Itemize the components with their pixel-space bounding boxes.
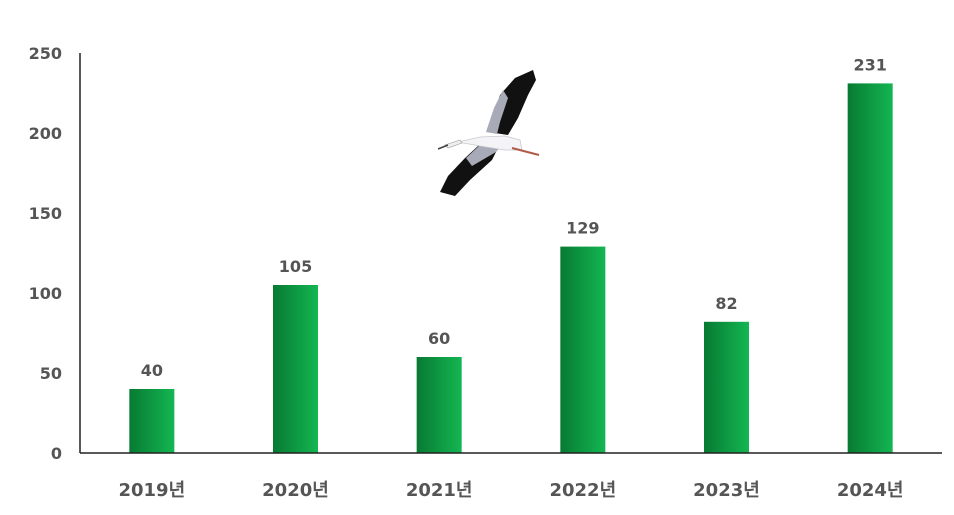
- y-tick-label: 250: [29, 44, 62, 63]
- bar: [847, 83, 893, 454]
- x-tick-label: 2021년: [406, 480, 473, 501]
- bar: [273, 285, 318, 453]
- x-tick-label: 2024년: [837, 480, 904, 501]
- bar: [416, 357, 462, 453]
- x-tick-label: 2019년: [118, 480, 185, 501]
- stork-image: [437, 70, 540, 196]
- x-tick-label: 2022년: [549, 480, 616, 501]
- bar: [129, 389, 175, 453]
- data-label: 105: [279, 257, 312, 276]
- y-tick-label: 50: [40, 364, 62, 383]
- y-tick-label: 0: [51, 444, 62, 463]
- y-tick-label: 200: [29, 124, 62, 143]
- data-label: 60: [428, 329, 450, 348]
- data-label: 82: [715, 294, 737, 313]
- data-label: 231: [853, 55, 886, 74]
- y-tick-label: 150: [29, 204, 62, 223]
- data-label: 40: [141, 361, 163, 380]
- x-tick-label: 2023년: [693, 480, 760, 501]
- bar: [704, 321, 749, 453]
- bar: [560, 246, 606, 453]
- x-tick-label: 2020년: [262, 480, 329, 501]
- y-tick-label: 100: [29, 284, 62, 303]
- data-label: 129: [566, 219, 599, 238]
